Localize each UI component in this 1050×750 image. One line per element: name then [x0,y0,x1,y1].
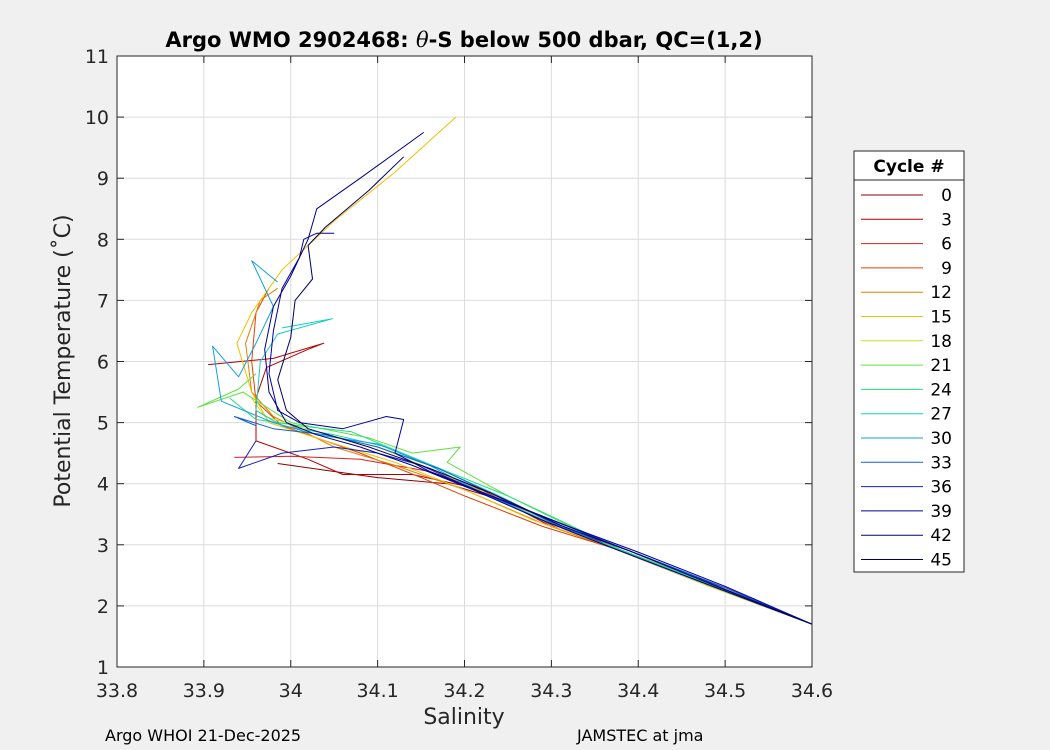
legend-box [853,150,965,573]
axis-ticks: 33.8 33.9 34 34.1 34.2 34.3 34.4 34.5 34.6123456… [85,46,833,702]
legend-label-cycle-42: 42 [930,526,952,546]
footer-right-credit: JAMSTEC at jma [577,726,704,745]
y-axis-title: Potential Temperature (˚C) [51,214,76,507]
x-axis-title: Salinity [423,705,504,730]
y-tick-label: 6 [97,352,109,374]
legend-label-cycle-27: 27 [930,405,952,425]
series-line-cycle-45 [277,156,813,625]
y-tick-label: 9 [97,168,109,190]
legend-label-cycle-15: 15 [930,308,952,328]
legend-label-cycle-21: 21 [930,356,952,376]
legend-label-cycle-45: 45 [930,551,952,571]
y-tick-label: 7 [97,290,109,312]
legend-label-cycle-36: 36 [930,478,952,498]
legend-label-cycle-12: 12 [930,283,952,303]
y-tick-label: 11 [85,46,109,68]
legend-label-cycle-33: 33 [930,453,952,473]
x-tick-label: 34.5 [704,680,746,702]
legend-label-cycle-39: 39 [930,502,952,522]
series-line-cycle-24 [229,397,813,625]
x-tick-label: 34.1 [356,680,398,702]
y-tick-label: 1 [97,657,109,679]
y-tick-label: 3 [97,535,109,557]
y-tick-label: 4 [97,474,109,496]
x-tick-label: 33.9 [183,680,225,702]
legend-label-cycle-18: 18 [930,332,952,352]
chart-title: Argo WMO 2902468: θ-S below 500 dbar, QC… [165,28,762,52]
legend-label-cycle-6: 6 [941,235,952,255]
legend-label-cycle-3: 3 [941,210,952,230]
x-tick-label: 34.2 [443,680,485,702]
legend-label-cycle-9: 9 [941,259,952,279]
series-line-cycle-33 [233,416,813,625]
x-tick-label: 34.6 [791,680,833,702]
y-tick-label: 2 [97,596,109,618]
series-group [197,116,813,625]
legend-label-cycle-24: 24 [930,380,952,400]
legend-title: Cycle # [873,157,944,177]
y-tick-label: 8 [97,229,109,251]
x-tick-label: 34 [279,680,303,702]
series-line-cycle-42 [264,131,813,625]
y-tick-label: 5 [97,413,109,435]
x-tick-label: 34.3 [530,680,572,702]
x-tick-label: 34.4 [617,680,659,702]
legend-label-cycle-0: 0 [941,186,952,206]
x-tick-label: 33.8 [96,680,138,702]
legend-label-cycle-30: 30 [930,429,952,449]
y-tick-label: 10 [85,107,109,129]
footer-left-credit: Argo WHOI 21-Dec-2025 [105,726,302,745]
series-line-cycle-21 [197,373,813,625]
